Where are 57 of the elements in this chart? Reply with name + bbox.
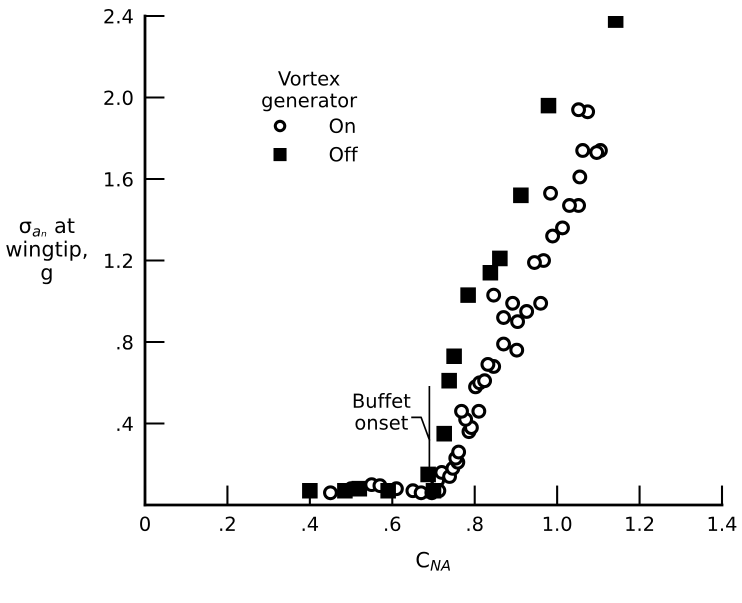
point <box>492 250 508 266</box>
x-tick-label: .8 <box>468 516 483 532</box>
y-tick-label: .4 <box>117 416 133 431</box>
y-axis-title: σ$_{aₙ}$ at wingtip, g <box>6 218 86 284</box>
point <box>446 348 462 364</box>
point <box>505 296 520 311</box>
point <box>555 220 570 236</box>
point <box>571 102 586 118</box>
x-tick-label: 1.0 <box>544 516 572 532</box>
y-tick-label: 1.2 <box>105 253 132 268</box>
y-tick-label: 2.0 <box>104 90 133 106</box>
point <box>480 356 496 372</box>
x-tick-label: .4 <box>302 516 318 531</box>
x-tick-label: 1.4 <box>708 516 736 531</box>
point <box>562 198 577 213</box>
point <box>509 342 524 358</box>
point <box>337 482 353 499</box>
annotation: Buffet onset <box>354 393 410 430</box>
point <box>441 372 457 388</box>
point <box>510 314 526 330</box>
point <box>540 98 556 114</box>
point <box>589 145 604 160</box>
y-tick-label: 2.4 <box>104 8 133 24</box>
point <box>496 310 511 325</box>
point <box>380 482 396 499</box>
point <box>460 287 476 303</box>
x-axis-title: C$_{NA}$ <box>416 552 450 571</box>
point <box>477 373 492 388</box>
point <box>543 186 558 201</box>
y-tick-label: 1.6 <box>105 172 133 187</box>
point <box>572 170 588 184</box>
point <box>420 466 436 482</box>
x-tick-label: 1.2 <box>626 516 654 531</box>
x-tick-label: .6 <box>385 516 400 532</box>
y-tick-label: .8 <box>117 334 133 350</box>
point <box>426 482 442 499</box>
point <box>513 188 529 204</box>
x-tick-label: 0 <box>140 516 150 532</box>
point <box>352 480 368 496</box>
point <box>545 228 560 244</box>
point <box>527 255 542 270</box>
point <box>451 444 466 460</box>
point <box>575 143 590 158</box>
point <box>486 288 502 303</box>
point <box>533 296 548 311</box>
point <box>482 264 498 281</box>
point <box>323 485 338 500</box>
legend-label: Off <box>330 146 358 162</box>
point <box>454 404 469 419</box>
x-tick-label: .2 <box>220 516 235 531</box>
point <box>496 336 511 352</box>
point <box>436 426 452 442</box>
point <box>302 482 318 499</box>
legend-title: Vortex generator <box>262 71 358 112</box>
legend-label: On <box>330 118 355 134</box>
point <box>471 404 486 419</box>
point <box>519 304 534 319</box>
